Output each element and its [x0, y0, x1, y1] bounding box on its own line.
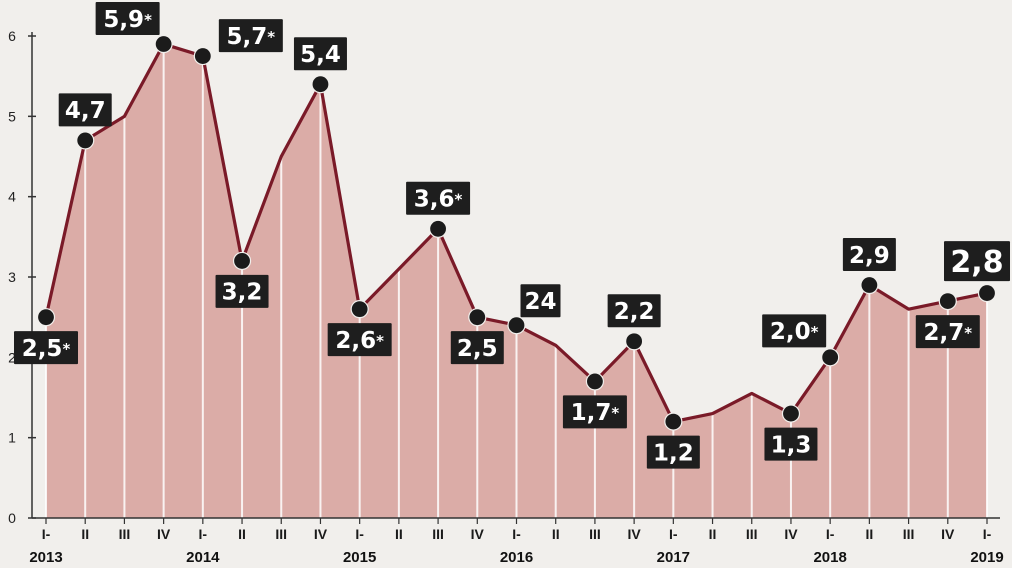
- y-tick-label: 3: [8, 269, 16, 285]
- data-point: [468, 308, 487, 327]
- data-label-box: [327, 323, 392, 357]
- data-label-box: [58, 93, 112, 127]
- data-label: 5,7*: [227, 24, 276, 50]
- quarter-tick-label: II: [238, 526, 246, 542]
- data-label-box: [450, 331, 504, 365]
- quarter-tick-label: II: [395, 526, 403, 542]
- data-point: [311, 75, 330, 94]
- data-point: [821, 348, 840, 367]
- data-label-box: [293, 37, 347, 71]
- quarter-tick-label: III: [432, 526, 444, 542]
- quarter-tick-label: III: [119, 526, 131, 542]
- y-tick-label: 0: [8, 510, 16, 526]
- y-tick-label: 5: [8, 108, 16, 124]
- year-tick-label: 2017: [657, 549, 690, 566]
- quarter-tick-label: II: [552, 526, 560, 542]
- quarter-tick-label: I-: [199, 526, 208, 542]
- data-label: 5,4: [300, 42, 341, 68]
- data-label: 3,6*: [414, 187, 463, 213]
- quarter-tick-label: IV: [471, 526, 485, 542]
- data-point: [664, 412, 683, 431]
- data-label-box: [95, 2, 160, 35]
- year-tick-label: 2013: [29, 549, 62, 566]
- data-label: 2,6*: [335, 328, 384, 354]
- y-tick-label: 6: [8, 28, 16, 44]
- data-label-box: [218, 19, 283, 53]
- quarter-tick-label: II: [81, 526, 89, 542]
- data-label-box: [406, 181, 471, 215]
- year-tick-label: 2019: [970, 549, 1003, 566]
- quarter-tick-label: I-: [512, 526, 521, 542]
- data-point: [625, 332, 644, 351]
- y-tick-label: 2: [8, 349, 16, 365]
- y-tick-label: 4: [8, 189, 16, 205]
- quarter-tick-label: IV: [941, 526, 955, 542]
- year-tick-label: 2018: [813, 549, 846, 566]
- quarter-tick-label: III: [275, 526, 287, 542]
- marker-layer: [36, 34, 997, 431]
- year-tick-label: 2015: [343, 549, 376, 566]
- data-label: 2,0*: [770, 319, 819, 345]
- data-label: 5,9*: [103, 7, 152, 33]
- data-label-box: [562, 395, 627, 429]
- data-label: 1,2: [653, 440, 694, 466]
- data-label-box: [215, 274, 269, 308]
- data-label-box: [915, 315, 980, 349]
- quarter-tick-label: IV: [784, 526, 798, 542]
- data-label: 4,7: [65, 98, 106, 124]
- data-point: [232, 251, 252, 271]
- data-point: [860, 275, 879, 295]
- quarter-tick-label: III: [589, 526, 601, 542]
- quarter-tick-label: I-: [355, 526, 364, 542]
- year-tick-label: 2014: [186, 549, 220, 566]
- data-label: 2,8: [950, 245, 1003, 280]
- data-point: [585, 372, 605, 391]
- data-point: [507, 316, 526, 335]
- data-label: 1,3: [771, 432, 812, 458]
- data-point: [76, 131, 95, 150]
- data-label-box: [607, 294, 661, 328]
- data-label: 2,9: [849, 243, 890, 269]
- data-label-layer: 2,5* 4,7 5,9* 5,7* 3,2 5,4 2,6* 3,6* 2,5 24 1,7* 2,…: [14, 2, 1010, 469]
- quarter-tick-label: III: [746, 526, 758, 542]
- quarter-tick-label: I-: [826, 526, 835, 542]
- data-label: 24: [524, 289, 556, 315]
- quarter-tick-label: III: [903, 526, 915, 542]
- data-label-box: [520, 284, 561, 318]
- data-label: 2,5*: [22, 336, 71, 362]
- data-label-box: [14, 331, 78, 365]
- data-label: 2,2: [614, 299, 655, 325]
- data-label: 2,7*: [923, 320, 972, 346]
- year-tick-label: 2016: [500, 549, 533, 566]
- quarter-tick-label: II: [709, 526, 717, 542]
- quarter-tick-label: I-: [42, 526, 51, 542]
- quarter-tick-label: I-: [669, 526, 678, 542]
- data-point: [977, 283, 997, 303]
- data-point: [36, 308, 56, 327]
- y-tick-label: 1: [8, 430, 16, 446]
- data-label-box: [646, 435, 700, 469]
- data-point: [193, 46, 212, 66]
- data-point: [428, 219, 448, 238]
- data-point: [938, 292, 957, 311]
- data-label: 2,5: [457, 336, 498, 362]
- data-point: [781, 404, 801, 423]
- quarter-tick-label: IV: [157, 526, 171, 542]
- data-point: [350, 300, 369, 319]
- data-label: 1,7*: [571, 400, 620, 426]
- quarter-tick-label: IV: [314, 526, 328, 542]
- data-label-box: [944, 241, 1010, 282]
- data-label-box: [842, 238, 896, 272]
- data-label-box: [764, 427, 818, 461]
- quarter-tick-label: IV: [628, 526, 642, 542]
- quarter-tick-label: I-: [983, 526, 992, 542]
- quarter-tick-label: II: [865, 526, 873, 542]
- y-axis: 0 1 2 3 4 5 6: [8, 28, 36, 526]
- data-label-box: [762, 314, 827, 348]
- data-label: 3,2: [222, 280, 263, 306]
- data-point: [154, 34, 173, 54]
- x-axis: I- II III IV I- II III IV I- II III IV I- II III IV I- II…: [29, 517, 1004, 566]
